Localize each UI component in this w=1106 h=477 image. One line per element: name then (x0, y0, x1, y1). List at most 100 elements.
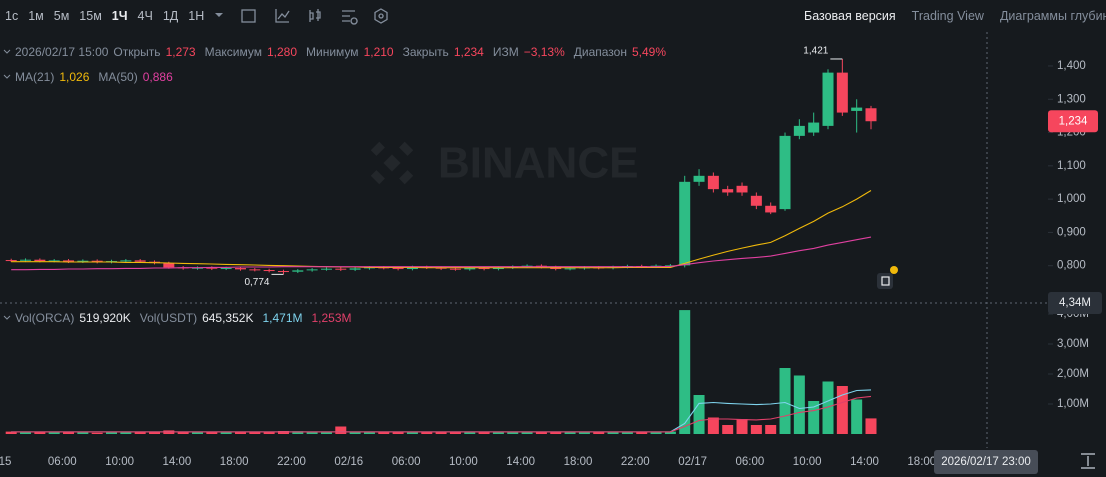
crosshair-y-tag (1048, 292, 1102, 314)
candle-body (722, 189, 734, 193)
legend-label: Закрыть (402, 45, 449, 59)
view-button[interactable]: Базовая версия (804, 9, 896, 23)
volume-bar (20, 432, 32, 434)
interval-button[interactable]: 1с (5, 9, 19, 23)
legend-value: 5,49% (631, 45, 667, 59)
candle-body (34, 259, 46, 262)
legend-value: 1,280 (267, 45, 298, 59)
volume-bar (220, 432, 232, 434)
interval-button[interactable]: 1м (28, 9, 44, 23)
volume-bar (206, 432, 218, 434)
volume-bar (636, 432, 648, 434)
volume-value: 645,352K (202, 311, 254, 325)
ma-line (11, 236, 872, 271)
note-icon[interactable] (877, 266, 898, 289)
candle-body (679, 181, 691, 266)
x-tick-label: 18:00 (220, 456, 249, 468)
volume-bar (392, 431, 404, 434)
candle-body (779, 135, 791, 210)
volume-bar (736, 419, 748, 434)
legend-label: Максимум (204, 45, 262, 59)
volume-bar (306, 432, 318, 434)
candle-body (750, 195, 762, 206)
candle-body (808, 122, 820, 133)
calendar-icon[interactable] (241, 9, 256, 23)
volume-bar (750, 425, 762, 434)
volume-bar (822, 381, 834, 434)
x-tick-label: 06:00 (736, 456, 765, 468)
candle-body (48, 260, 60, 262)
legend-value: −3,13% (523, 45, 565, 59)
volume-bar (234, 432, 246, 434)
x-tick-label: 02/17 (678, 456, 707, 468)
legend-label: Диапазон (573, 45, 627, 59)
interval-button[interactable]: 1Д (162, 9, 179, 23)
volume-bar (851, 399, 863, 434)
candle-icon[interactable] (309, 9, 321, 22)
volume-bar (707, 417, 719, 434)
y-tick-label: 1,400 (1057, 60, 1086, 72)
candle-body (406, 267, 418, 270)
candle-body (349, 268, 361, 270)
interval-button[interactable]: 1Ч (111, 9, 128, 23)
collapse-icon[interactable] (2, 313, 12, 323)
candle-body (220, 268, 232, 270)
ma-value: 1,026 (59, 70, 90, 84)
x-tick-label: 14:00 (850, 456, 879, 468)
volume-bar (277, 431, 289, 434)
dropdown-icon[interactable] (215, 13, 224, 17)
volume-bar (106, 432, 118, 434)
candle-body (707, 175, 719, 190)
candle-body (263, 270, 275, 272)
volume-ma-value: 1,253M (311, 311, 352, 325)
volume-bar (478, 432, 490, 434)
volume-bar (650, 431, 662, 434)
candle-body (851, 107, 863, 111)
volume-tick-label: 3,00M (1057, 338, 1089, 350)
view-button[interactable]: Диаграммы глубины (999, 9, 1106, 23)
last-price-label: 1,234 (1059, 115, 1088, 127)
candle-body (464, 268, 476, 270)
candle-body (765, 205, 777, 213)
expand-icon[interactable] (1081, 453, 1095, 469)
volume-bar (421, 432, 433, 434)
volume-ma-value: 1,471M (262, 311, 303, 325)
candle-body (206, 267, 218, 269)
volume-bar (865, 418, 877, 434)
volume-bar (521, 431, 533, 434)
interval-button[interactable]: 1Н (188, 9, 205, 23)
collapse-icon[interactable] (2, 47, 12, 57)
volume-bar (191, 432, 203, 434)
candle-body (793, 125, 805, 136)
volume-bar (693, 395, 705, 434)
volume-bar (5, 431, 17, 434)
legend-label: Минимум (306, 45, 359, 59)
collapse-icon[interactable] (2, 72, 12, 82)
ma-name: MA(50) (98, 70, 138, 84)
volume-bar (765, 425, 777, 434)
interval-button[interactable]: 4Ч (137, 9, 153, 23)
volume-bar (177, 431, 189, 434)
crosshair-x-tag (934, 450, 1038, 474)
x-tick-label: 02/16 (334, 456, 363, 468)
interval-toolbar: 1с 1м 5м 15м 1Ч 4Ч 1Д 1Н (0, 4, 389, 28)
candle-body (492, 267, 504, 270)
candle-body (5, 260, 17, 262)
candle-body (234, 268, 246, 270)
legend-label: Открыть (113, 45, 161, 59)
interval-button[interactable]: 15м (79, 9, 102, 23)
legend-value: 1,273 (165, 45, 196, 59)
legend-label: ИЗМ (492, 45, 519, 59)
y-tick-label: 0,800 (1057, 260, 1086, 272)
ma-legend: MA(21) 1,026 MA(50) 0,886 (0, 69, 182, 85)
view-button[interactable]: Trading View (911, 9, 984, 23)
interval-button[interactable]: 5м (53, 9, 70, 23)
volume-bar (120, 432, 132, 434)
settings-icon[interactable] (342, 10, 358, 25)
indicator-icon[interactable] (275, 9, 290, 23)
x-tick-label: 15 (0, 456, 11, 468)
candle-body (822, 72, 834, 126)
layout-icon[interactable] (374, 8, 388, 24)
ma-value: 0,886 (142, 70, 173, 84)
